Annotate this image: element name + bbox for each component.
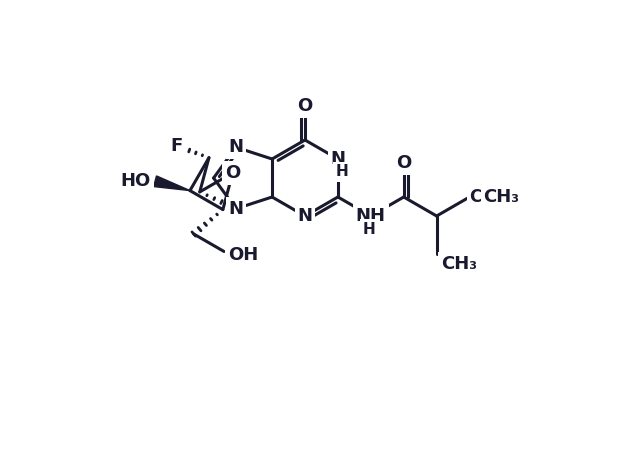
Text: N: N <box>228 138 243 156</box>
Text: H: H <box>362 221 375 236</box>
Text: O: O <box>225 164 241 182</box>
Text: N: N <box>298 207 312 225</box>
Text: HO: HO <box>121 172 151 190</box>
Text: NH: NH <box>356 207 386 225</box>
Text: OH: OH <box>228 246 259 265</box>
Text: CH₃: CH₃ <box>440 255 477 273</box>
Text: N: N <box>228 200 243 218</box>
Text: O: O <box>298 97 312 115</box>
Text: F: F <box>170 137 182 155</box>
Text: N: N <box>330 150 346 168</box>
Text: CH₃: CH₃ <box>470 188 503 206</box>
Text: O: O <box>396 154 412 172</box>
Text: H: H <box>335 164 348 180</box>
Polygon shape <box>154 176 190 191</box>
Text: CH₃: CH₃ <box>484 188 520 206</box>
